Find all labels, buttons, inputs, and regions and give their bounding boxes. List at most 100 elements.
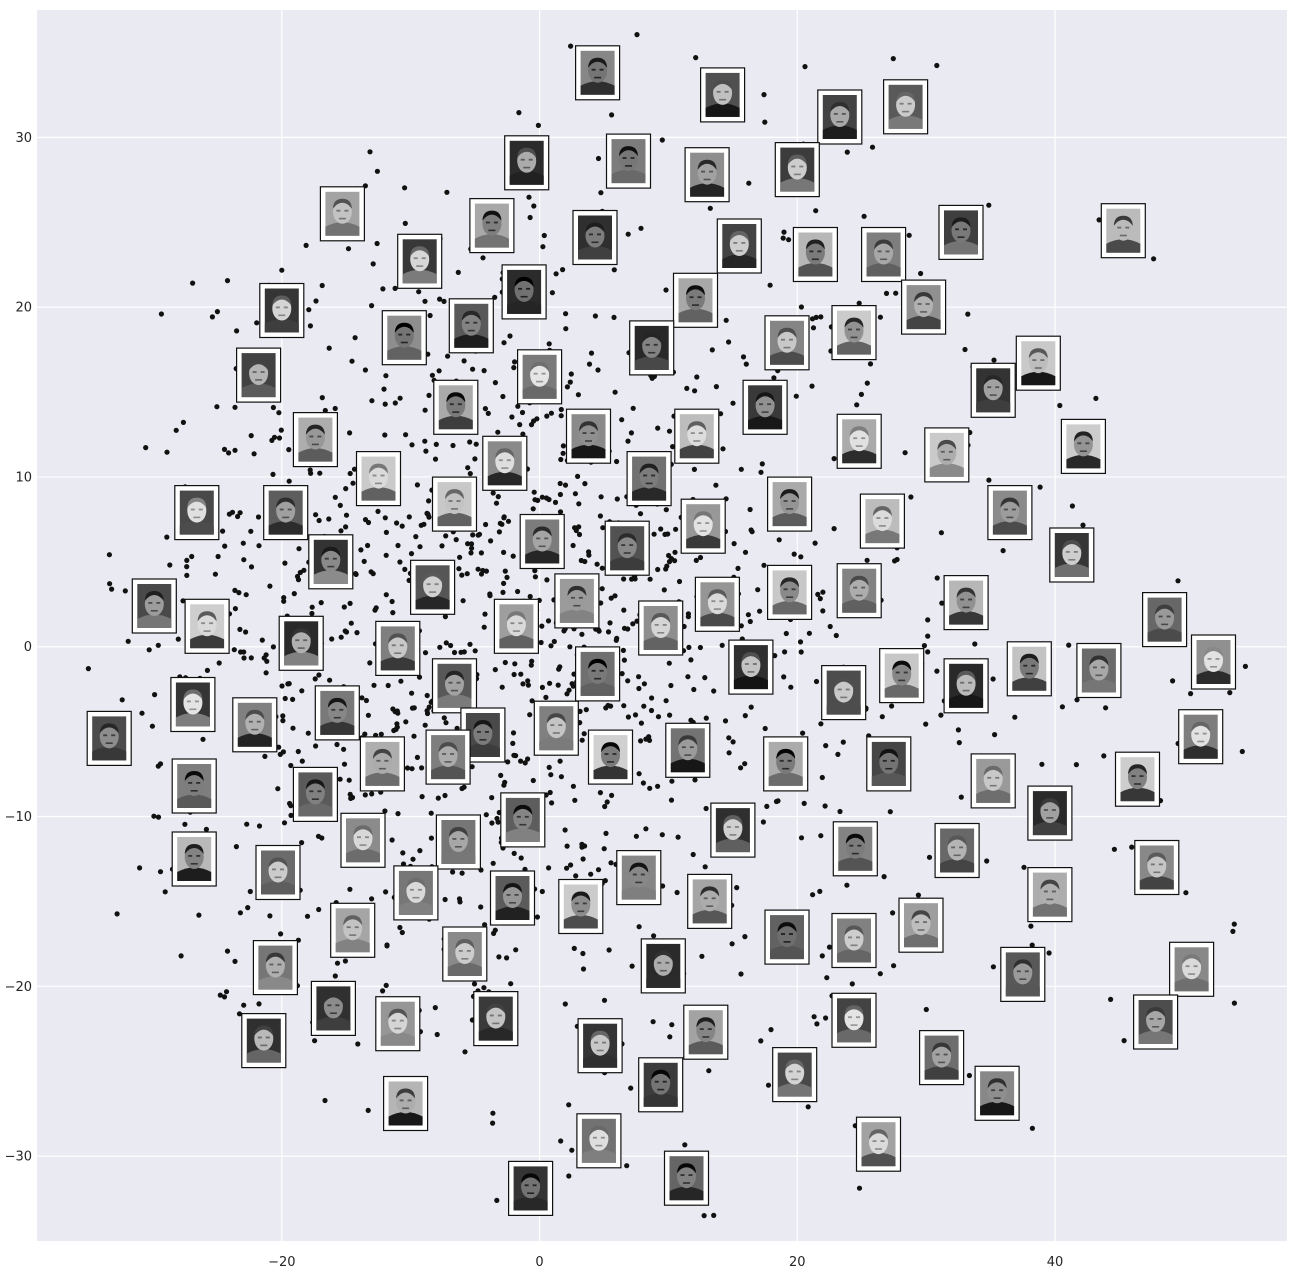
data-point (918, 270, 924, 277)
data-point (381, 386, 387, 392)
data-point (545, 618, 552, 624)
thumbnail-face (514, 277, 534, 302)
data-point (448, 642, 454, 649)
thumbnail-face (1191, 722, 1211, 747)
data-point (369, 398, 375, 404)
data-point (925, 617, 931, 623)
thumbnail-face (495, 449, 515, 474)
thumbnail-face (589, 1126, 609, 1151)
data-point (365, 712, 371, 718)
data-point (530, 506, 536, 512)
thumbnail-face (532, 527, 552, 552)
thumbnail-eye (279, 508, 284, 511)
data-point (220, 528, 226, 534)
data-point (338, 634, 344, 640)
data-point (232, 404, 238, 410)
data-point (854, 402, 860, 408)
data-point (200, 736, 206, 742)
data-point (234, 328, 240, 334)
data-point (711, 1212, 717, 1218)
thumbnail-eye (890, 759, 895, 762)
face-thumbnail (577, 1018, 623, 1074)
thumbnail-face (1155, 605, 1175, 630)
data-point (667, 712, 673, 718)
data-point (399, 523, 405, 529)
data-point (222, 543, 228, 549)
thumbnail-eye (959, 846, 964, 849)
data-point (85, 666, 91, 672)
thumbnail-face (687, 422, 707, 447)
data-point (840, 739, 846, 745)
data-point (276, 744, 282, 750)
data-point (270, 404, 276, 411)
thumbnail-shoulders (387, 346, 422, 360)
data-point (713, 482, 719, 488)
data-point (404, 765, 411, 771)
face-thumbnail (587, 729, 634, 785)
thumbnail-eye (1125, 226, 1130, 229)
thumbnail-face (951, 218, 971, 243)
thumbnail-shoulders (179, 521, 214, 535)
thumbnail-mouth (684, 754, 692, 756)
thumbnail-hair (983, 765, 1003, 776)
face-thumbnail (774, 142, 820, 198)
data-point (621, 703, 627, 709)
thumbnail-mouth (855, 445, 863, 447)
thumbnail-hair (1204, 647, 1223, 657)
thumbnail-mouth (375, 482, 382, 485)
data-point (361, 558, 367, 565)
thumbnail-eye (597, 233, 601, 236)
data-point (224, 278, 231, 284)
data-point (915, 892, 922, 898)
face-thumbnail (970, 362, 1016, 418)
thumbnail-eye (186, 700, 191, 703)
face-thumbnail (292, 412, 338, 468)
thumbnail-eye (940, 450, 945, 453)
data-point (636, 771, 642, 777)
thumbnail-hair (184, 844, 204, 854)
thumbnail-shoulders (237, 733, 272, 747)
data-point (525, 682, 532, 688)
data-point (702, 675, 708, 681)
data-point (879, 714, 885, 720)
face-thumbnail (924, 427, 970, 483)
data-point (383, 552, 389, 558)
face-thumbnail (764, 315, 810, 371)
data-point (740, 354, 747, 360)
thumbnail-shoulders (388, 1112, 423, 1126)
thumbnail-shoulders (949, 611, 984, 625)
thumbnail-shoulders (137, 614, 172, 628)
thumbnail-eye (452, 838, 457, 840)
thumbnail-eye (533, 372, 538, 375)
thumbnail-hair (423, 572, 443, 583)
thumbnail-eye (703, 897, 708, 900)
data-point (232, 587, 238, 594)
face-thumbnail (821, 664, 867, 721)
data-point (564, 384, 571, 390)
thumbnail-face (588, 58, 608, 83)
thumbnail-shoulders (525, 550, 560, 564)
thumbnail-mouth (836, 121, 844, 123)
face-thumbnail (970, 753, 1016, 809)
data-point (285, 681, 291, 687)
data-point (504, 574, 510, 581)
data-point (758, 1038, 764, 1044)
thumbnail-eye (252, 371, 257, 373)
data-point (760, 819, 767, 825)
data-point (605, 629, 612, 635)
thumbnail-eye (600, 1136, 605, 1139)
face-thumbnail (565, 408, 612, 464)
data-point (241, 557, 247, 563)
thumbnail-face (849, 576, 869, 601)
thumbnail-face (144, 592, 164, 616)
data-point (726, 750, 732, 756)
data-point (426, 392, 432, 398)
thumbnail-eye (744, 663, 749, 665)
thumbnail-face (947, 836, 967, 861)
face-thumbnail (263, 485, 309, 541)
thumbnail-hair (651, 1069, 671, 1080)
data-point (625, 438, 631, 444)
thumbnail-eye (473, 321, 478, 324)
thumbnail-eye (589, 233, 593, 236)
data-point (540, 244, 546, 250)
